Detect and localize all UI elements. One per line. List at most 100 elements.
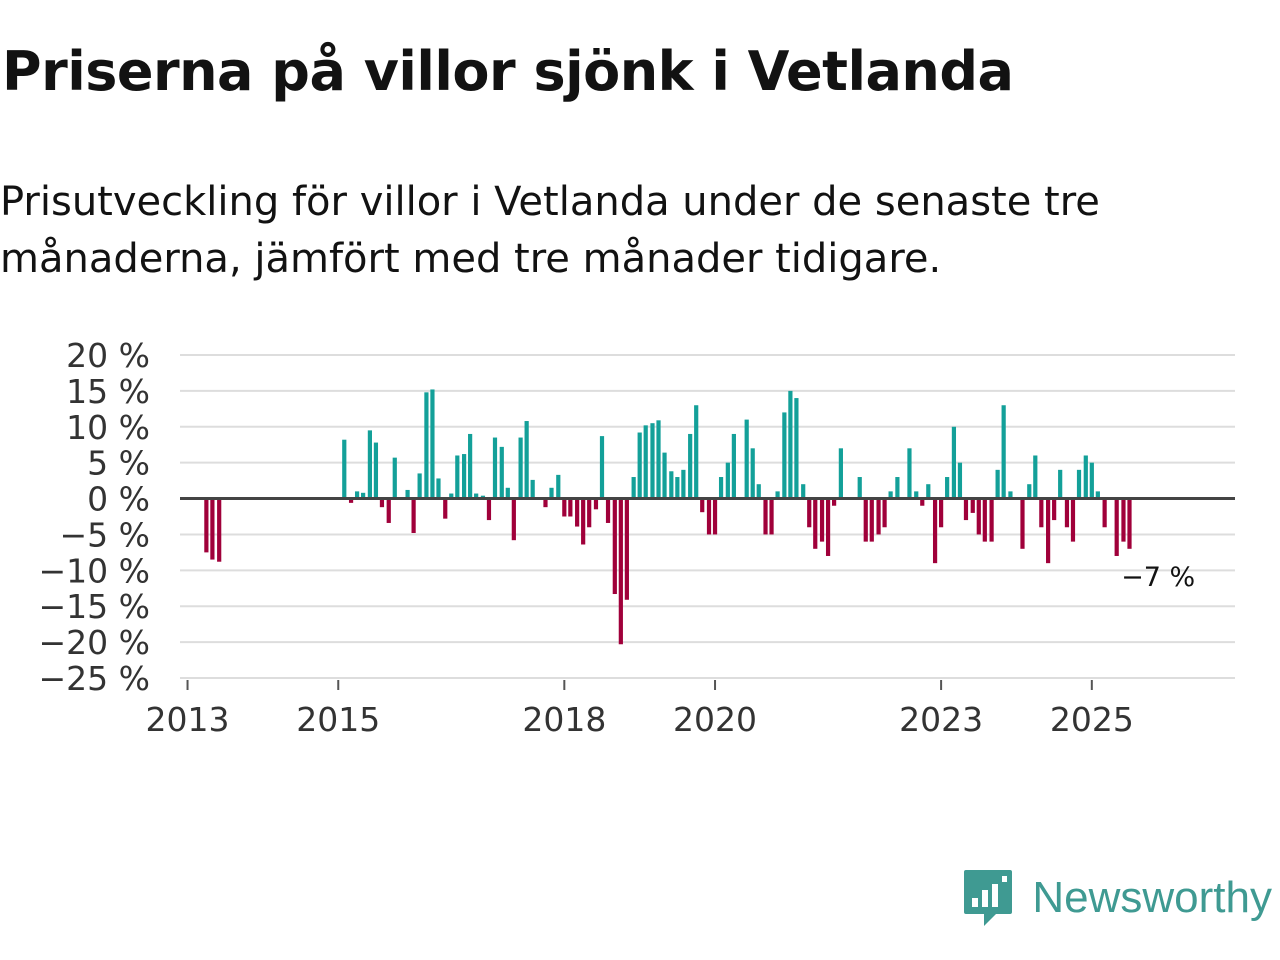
bar [888, 491, 893, 499]
bar [575, 498, 580, 527]
bar [637, 432, 642, 499]
bar [718, 477, 724, 499]
bar [204, 498, 209, 553]
y-tick-label: 10 % [66, 408, 150, 447]
bar [863, 498, 868, 542]
x-tick-label: 2018 [522, 700, 606, 739]
bar [468, 433, 473, 499]
bar [1052, 498, 1057, 521]
bar [813, 498, 818, 549]
x-tick-label: 2023 [899, 700, 983, 739]
bar [895, 477, 900, 499]
bar [505, 487, 510, 499]
bar [1033, 455, 1038, 499]
bar [392, 457, 397, 499]
bar [549, 487, 554, 499]
bar [486, 498, 492, 521]
bars [204, 389, 1132, 645]
y-tick-label: 15 % [66, 372, 150, 411]
bar [769, 498, 774, 535]
bar [876, 498, 881, 535]
bar [669, 471, 674, 499]
bar [869, 498, 874, 542]
bar [1058, 469, 1063, 499]
bar [593, 498, 599, 510]
bar [581, 498, 586, 545]
y-tick-label: −5 % [60, 515, 151, 554]
chart-subtitle: Prisutveckling för villor i Vetlanda und… [0, 179, 1100, 282]
x-tick-label: 2025 [1050, 700, 1134, 739]
bar [1076, 469, 1082, 499]
bar [643, 425, 648, 499]
bar [417, 473, 422, 499]
bar [461, 454, 467, 499]
bar [838, 448, 843, 499]
y-tick-label: −15 % [39, 587, 151, 626]
bar [612, 498, 617, 595]
bar [819, 498, 825, 542]
bar [1127, 498, 1132, 549]
bar [367, 430, 372, 499]
bar [455, 455, 460, 499]
bar [1095, 491, 1100, 499]
bar [926, 484, 931, 499]
bar [976, 498, 981, 535]
bar [650, 423, 655, 499]
bar [631, 477, 636, 499]
chart-title: Priserna på villor sjönk i Vetlanda [2, 40, 1014, 103]
bar [920, 498, 925, 506]
bar [1083, 455, 1088, 499]
bar [989, 498, 994, 542]
bar [1001, 405, 1006, 499]
bar [1070, 498, 1076, 542]
bar [825, 498, 831, 556]
bar [1039, 498, 1044, 528]
bar [832, 498, 837, 506]
x-tick-label: 2013 [146, 700, 230, 739]
bar [982, 498, 987, 542]
bar [1102, 498, 1107, 528]
bar [430, 389, 435, 499]
bar [731, 433, 736, 499]
bar [587, 498, 592, 528]
bar [945, 477, 950, 499]
bar [907, 448, 912, 499]
bar [970, 498, 975, 513]
bar [443, 498, 448, 519]
bar [411, 498, 416, 534]
bar [354, 491, 360, 499]
bar [882, 498, 887, 528]
bar [499, 446, 504, 499]
bar [568, 498, 573, 517]
y-tick-label: 20 % [66, 336, 150, 375]
bar [618, 498, 623, 645]
y-tick-label: −20 % [39, 623, 151, 662]
bar [857, 477, 862, 499]
bar [744, 419, 749, 499]
y-tick-label: −10 % [39, 551, 151, 590]
bar [681, 469, 686, 499]
x-tick-label: 2020 [673, 700, 757, 739]
bar [675, 477, 680, 499]
bar [700, 498, 705, 513]
bar [1008, 491, 1013, 499]
bar [1114, 498, 1119, 556]
brand-name: Newsworthy [1032, 873, 1272, 922]
bar [624, 498, 629, 600]
bar [449, 493, 454, 499]
bar [348, 498, 354, 503]
bar [599, 436, 605, 499]
bar [794, 398, 799, 499]
bar [995, 469, 1000, 499]
last-value-label: −7 % [1121, 562, 1195, 593]
bar [530, 479, 535, 499]
bar [217, 498, 222, 562]
bar [524, 421, 529, 499]
bar [605, 498, 611, 523]
bar [662, 452, 667, 499]
bar [763, 498, 768, 535]
bar [756, 484, 761, 499]
bar [424, 392, 429, 499]
bar [1046, 498, 1051, 564]
bar [405, 489, 410, 499]
